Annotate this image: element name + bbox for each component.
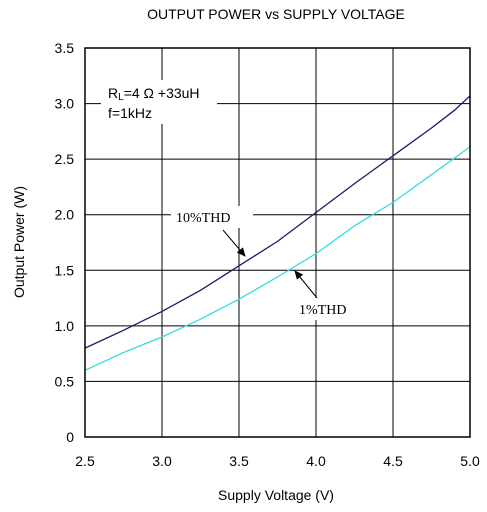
y-axis-label: Output Power (W)	[11, 186, 27, 298]
y-tick-label-0: 0	[66, 429, 74, 445]
conditions-line-1: RL=4 Ω +33uH	[108, 85, 200, 103]
y-tick-label-5: 2.5	[55, 151, 75, 167]
x-tick-label-5: 5.0	[460, 453, 480, 469]
y-tick-label-2: 1.0	[55, 318, 75, 334]
x-tick-label-0: 2.5	[75, 453, 95, 469]
arrow-10thd	[222, 229, 246, 257]
conditions-line-2: f=1kHz	[108, 105, 152, 121]
y-tick-label-1: 0.5	[55, 373, 75, 389]
series-line-0	[84, 95, 471, 349]
y-tick-label-7: 3.5	[55, 40, 75, 56]
y-tick-label-6: 3.0	[55, 96, 75, 112]
conditions-r: R	[108, 85, 118, 101]
x-tick-label-3: 4.0	[306, 453, 326, 469]
x-tick-label-2: 3.5	[229, 453, 249, 469]
conditions-box-bg	[101, 80, 217, 124]
y-tick-label-4: 2.0	[55, 207, 75, 223]
y-tick-label-3: 1.5	[55, 262, 75, 278]
annotation-10thd: 10%THD	[176, 211, 230, 226]
series-line-1	[84, 146, 471, 371]
annotation-10thd-bg	[171, 206, 253, 228]
plot-frame	[84, 47, 471, 438]
annotation-1thd: 1%THD	[299, 303, 346, 318]
x-tick-label-4: 4.5	[383, 453, 403, 469]
chart-title: OUTPUT POWER vs SUPPLY VOLTAGE	[147, 6, 405, 22]
conditions-rest: =4 Ω +33uH	[124, 85, 200, 101]
annotation-1thd-bg	[294, 298, 364, 320]
x-tick-label-1: 3.0	[152, 453, 172, 469]
x-axis-label: Supply Voltage (V)	[218, 487, 334, 503]
conditions-sub: L	[118, 92, 124, 103]
arrow-1thd	[294, 270, 318, 299]
series-lines	[84, 95, 471, 371]
x-tick-labels: 2.5 3.0 3.5 4.0 4.5 5.0	[75, 453, 480, 469]
y-tick-labels: 0 0.5 1.0 1.5 2.0 2.5 3.0 3.5	[55, 40, 75, 445]
